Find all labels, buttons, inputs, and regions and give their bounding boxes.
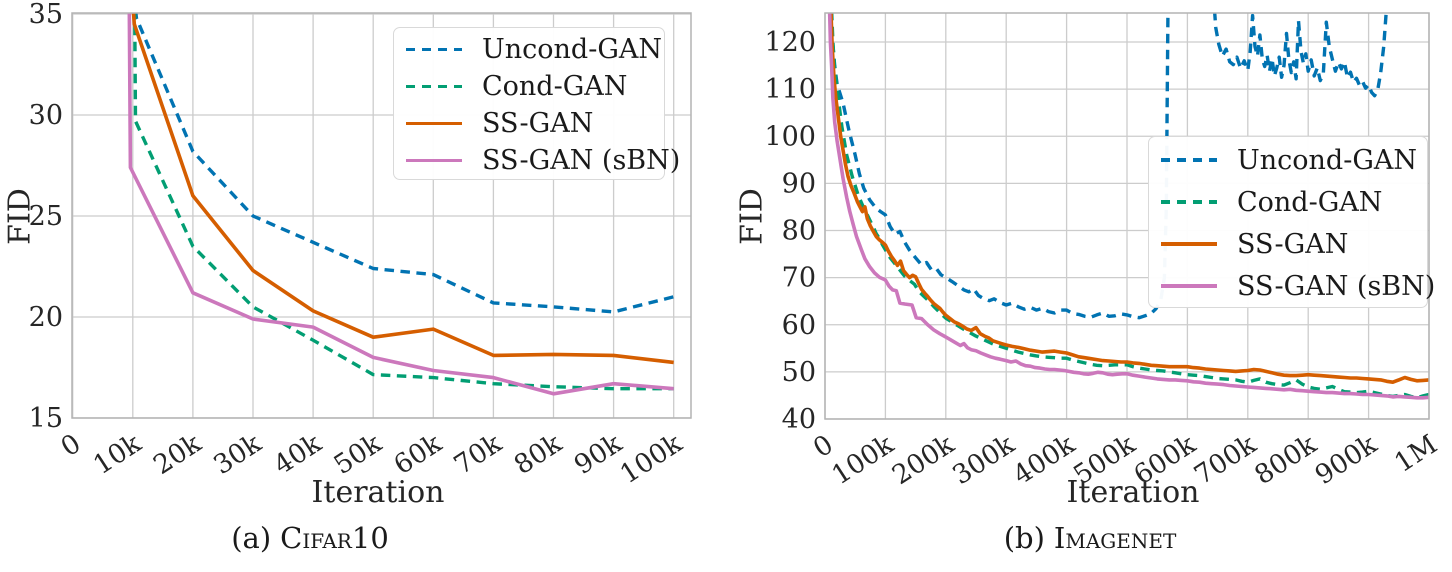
y-tick-label: 25 xyxy=(29,201,63,232)
series-line-ss-gan xyxy=(131,13,674,365)
legend-item-label: Uncond-GAN xyxy=(1237,144,1418,176)
y-tick-label: 110 xyxy=(764,74,816,105)
legend-cifar10: Uncond-GAN Cond-GAN SS-GAN SS-GAN (sBN) xyxy=(393,27,680,180)
legend-swatch-solid-line xyxy=(1161,242,1217,246)
legend-item-label: SS-GAN (sBN) xyxy=(1237,270,1436,302)
y-tick-label: 35 xyxy=(29,0,63,30)
legend-item-label: Cond-GAN xyxy=(1237,186,1383,218)
series-line-ss-gan-sbn xyxy=(127,13,674,396)
legend-item-label: SS-GAN (sBN) xyxy=(482,145,681,176)
legend-imagenet: Uncond-GAN Cond-GAN SS-GAN SS-GAN (sBN) xyxy=(1148,136,1435,308)
series-line-ss-gan-sbn xyxy=(827,13,1429,400)
legend-swatch-solid-line xyxy=(406,158,462,163)
legend-item-label: Uncond-GAN xyxy=(482,34,663,65)
caption-marker: (b) xyxy=(1003,521,1045,555)
caption-cifar10: (a) Cifar10 xyxy=(150,521,470,555)
x-tick-label: 20k xyxy=(148,427,207,481)
y-tick-label: 20 xyxy=(29,302,63,333)
legend-item: Uncond-GAN xyxy=(406,31,664,68)
y-tick-label: 80 xyxy=(782,216,816,247)
x-tick-label: 900k xyxy=(1310,428,1384,491)
y-axis-label-imagenet: FID xyxy=(734,188,770,245)
legend-swatch-solid-line xyxy=(1161,284,1217,288)
caption-marker: (a) xyxy=(231,521,272,555)
series-line-uncond-gan xyxy=(1213,13,1388,98)
caption-dataset: Cifar10 xyxy=(280,521,389,555)
x-tick-label: 30k xyxy=(208,427,267,481)
y-tick-label: 15 xyxy=(29,403,63,434)
series-line-ss-gan xyxy=(829,13,1429,385)
y-tick-label: 60 xyxy=(782,310,816,341)
legend-item: Cond-GAN xyxy=(406,68,664,105)
caption-imagenet: (b) Imagenet xyxy=(930,521,1250,555)
series-line-uncond-gan xyxy=(134,13,675,314)
series-line-cond-gan xyxy=(133,13,674,391)
x-tick-label: 100k xyxy=(826,428,900,491)
x-tick-label: 40k xyxy=(268,427,327,481)
x-axis-label-cifar10: Iteration xyxy=(311,475,445,510)
series-line-uncond-gan xyxy=(829,13,1170,320)
y-axis-label-cifar10: FID xyxy=(2,188,38,245)
y-tick-label: 50 xyxy=(782,357,816,388)
x-tick-label: 70k xyxy=(449,427,508,481)
x-tick-label: 100k xyxy=(615,427,689,490)
y-tick-label: 100 xyxy=(764,121,816,152)
x-tick-label: 50k xyxy=(328,427,387,481)
x-tick-label: 1M xyxy=(1389,429,1443,479)
series-line-cond-gan xyxy=(830,13,1429,400)
legend-item: SS-GAN (sBN) xyxy=(1161,265,1435,307)
y-tick-label: 120 xyxy=(764,27,816,58)
plot-border xyxy=(71,12,692,419)
y-tick-label: 30 xyxy=(29,100,63,131)
y-tick-label: 70 xyxy=(782,263,816,294)
legend-item: Uncond-GAN xyxy=(1161,139,1427,181)
legend-item: SS-GAN xyxy=(1161,223,1427,265)
x-tick-label: 300k xyxy=(947,428,1021,491)
legend-item-label: Cond-GAN xyxy=(482,71,628,102)
legend-swatch-dashed-line xyxy=(406,47,462,52)
x-tick-label: 800k xyxy=(1249,428,1323,491)
legend-swatch-dashed-line xyxy=(1161,158,1217,162)
plot-border xyxy=(824,12,1430,420)
legend-item-label: SS-GAN xyxy=(482,108,594,139)
legend-item: SS-GAN (sBN) xyxy=(406,142,680,179)
x-axis-label-imagenet: Iteration xyxy=(1066,475,1200,510)
legend-item: SS-GAN xyxy=(406,105,664,142)
x-tick-label: 200k xyxy=(887,428,961,491)
x-tick-label: 10k xyxy=(88,427,147,481)
legend-swatch-dashed-line xyxy=(1161,200,1217,204)
legend-item: Cond-GAN xyxy=(1161,181,1427,223)
y-tick-label: 90 xyxy=(782,168,816,199)
y-tick-label: 40 xyxy=(782,404,816,435)
plot-cifar10: 0 10k 20k 30k 40k 50k 60k 70k 80k 90k100k15202530… xyxy=(29,0,692,490)
legend-swatch-solid-line xyxy=(406,121,462,126)
legend-item-label: SS-GAN xyxy=(1237,228,1349,260)
x-tick-label: 80k xyxy=(509,427,568,481)
x-tick-label: 60k xyxy=(388,427,447,481)
caption-dataset: Imagenet xyxy=(1053,521,1177,555)
legend-swatch-dashed-line xyxy=(406,84,462,89)
